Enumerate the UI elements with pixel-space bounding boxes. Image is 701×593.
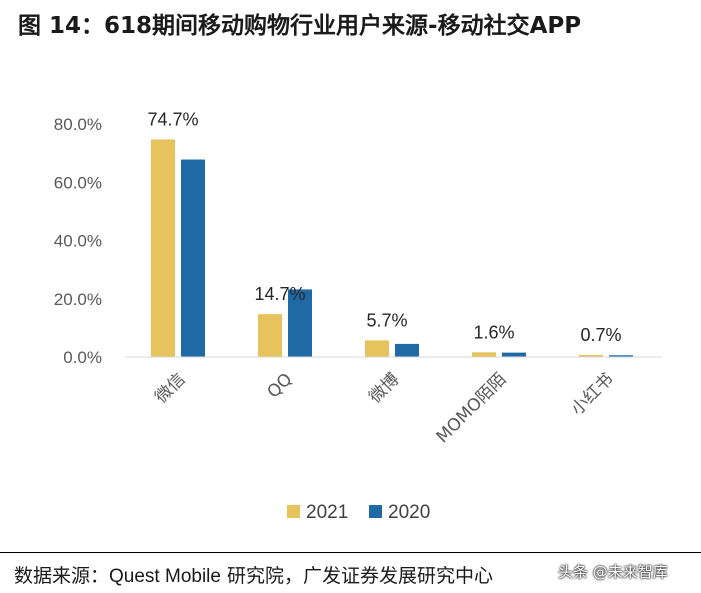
- y-tick-label: 40.0%: [54, 232, 102, 251]
- legend-label-2021: 2021: [306, 502, 348, 523]
- data-label: 1.6%: [473, 322, 514, 342]
- data-label: 74.7%: [147, 109, 198, 129]
- bar-2020: [288, 289, 312, 357]
- bar-2021: [472, 352, 496, 357]
- legend-swatch-2020: [369, 505, 382, 518]
- legend-swatch-2021: [287, 505, 300, 518]
- y-tick-label: 60.0%: [54, 173, 102, 192]
- bar-2020: [181, 159, 205, 357]
- x-tick-label: QQ: [263, 369, 296, 402]
- source-prefix: 数据来源：: [14, 565, 110, 587]
- bar-2021: [258, 314, 282, 357]
- y-tick-label: 0.0%: [63, 348, 102, 367]
- bar-2021: [579, 354, 603, 357]
- y-tick-label: 20.0%: [54, 290, 102, 309]
- source-org: Quest Mobile: [109, 566, 221, 587]
- bar-2020: [502, 352, 526, 357]
- data-labels: 74.7% 14.7% 5.7% 1.6% 0.7%: [147, 109, 621, 345]
- x-tick-label: MOMO陌陌: [433, 369, 511, 447]
- chart-title: 图 14：618期间移动购物行业用户来源-移动社交APP: [18, 13, 582, 39]
- source-note: 数据来源：Quest Mobile 研究院，广发证券发展研究中心: [14, 561, 493, 588]
- watermark: 头条 @未来智库: [558, 563, 668, 581]
- x-tick-label: 微博: [365, 369, 403, 407]
- x-tick-label: 微信: [151, 369, 189, 407]
- bar-2021: [151, 139, 175, 357]
- y-tick-label: 80.0%: [54, 115, 102, 134]
- x-axis: 微信 QQ 微博 MOMO陌陌 小红书: [151, 369, 617, 447]
- bar-2021: [365, 340, 389, 357]
- data-label: 0.7%: [580, 325, 621, 345]
- bar-chart: 0.0% 20.0% 40.0% 60.0% 80.0% 74.7% 14.7% 5.7% 1…: [54, 109, 662, 523]
- legend-label-2020: 2020: [388, 502, 430, 523]
- bar-2020: [609, 355, 633, 357]
- bars-group: [151, 139, 633, 357]
- legend: 2021 2020: [287, 502, 430, 523]
- bar-2020: [395, 343, 419, 357]
- data-label: 5.7%: [366, 310, 407, 330]
- data-label: 14.7%: [254, 284, 305, 304]
- source-suffix: 研究院，广发证券发展研究中心: [220, 565, 494, 587]
- x-tick-label: 小红书: [567, 369, 617, 419]
- y-axis: 0.0% 20.0% 40.0% 60.0% 80.0%: [54, 115, 102, 367]
- footer-divider: [0, 552, 701, 553]
